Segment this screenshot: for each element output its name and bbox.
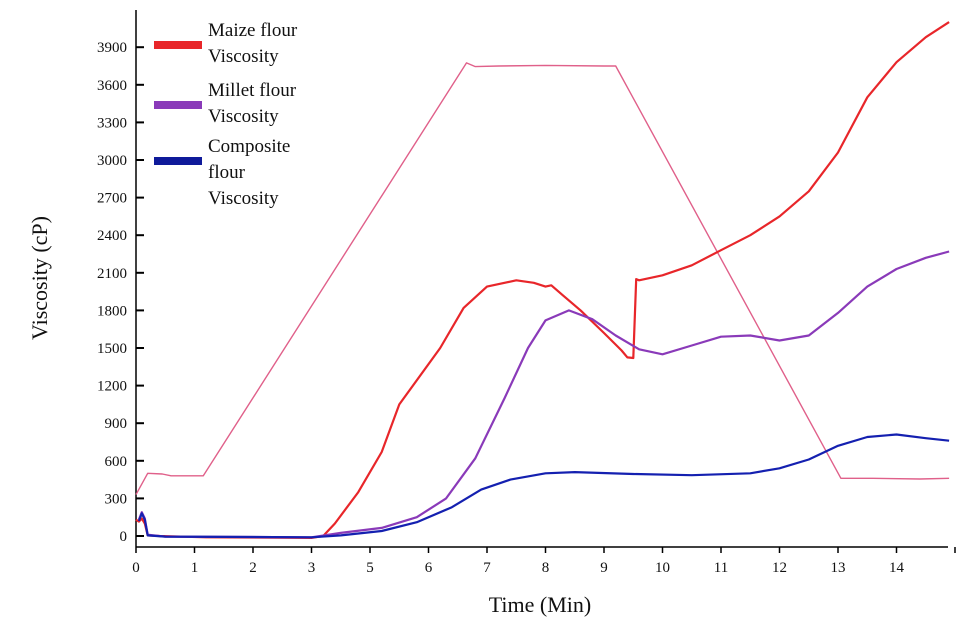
y-tick-label: 1200	[97, 379, 127, 395]
y-tick-label: 2100	[97, 266, 127, 282]
x-tick-label: 10	[655, 560, 670, 576]
legend: Maize flour Viscosity Millet flour Viscosit…	[154, 20, 298, 209]
legend-swatch	[154, 157, 202, 165]
x-tick-label: 6	[425, 560, 433, 576]
y-tick-label: 2400	[97, 228, 127, 244]
legend-swatch	[154, 101, 202, 109]
x-tick-label: 0	[132, 560, 140, 576]
x-axis-title: Time (Min)	[489, 592, 591, 617]
x-tick-label: 12	[772, 560, 787, 576]
y-tick-label: 1500	[97, 341, 127, 357]
legend-label: Maize flour	[208, 20, 298, 41]
x-tick-label: 5	[366, 560, 374, 576]
series-layer	[135, 21, 950, 539]
y-tick-label: 600	[105, 454, 128, 470]
series-line	[135, 62, 950, 495]
y-tick-label: 2700	[97, 191, 127, 207]
legend-label: Viscosity	[208, 46, 279, 67]
y-tick-label: 1800	[97, 303, 127, 319]
legend-label: flour	[208, 162, 246, 183]
x-tick-label: 2	[249, 560, 257, 576]
x-tick-label: 3	[308, 560, 316, 576]
legend-label: Composite	[208, 136, 290, 157]
x-tick-label: 7	[483, 560, 491, 576]
y-tick-label: 3600	[97, 78, 127, 94]
y-tick-label: 3000	[97, 153, 127, 169]
y-tick-label: 3900	[97, 40, 127, 56]
x-tick-label: 8	[542, 560, 550, 576]
y-tick-label: 3300	[97, 115, 127, 131]
y-tick-label: 300	[105, 491, 128, 507]
x-tick-label: 11	[714, 560, 728, 576]
legend-label: Millet flour	[208, 80, 297, 101]
x-tick-label: 1	[191, 560, 199, 576]
legend-label: Viscosity	[208, 188, 279, 209]
y-tick-label: 900	[105, 416, 128, 432]
legend-label: Viscosity	[208, 106, 279, 127]
x-tick-label: 14	[889, 560, 905, 576]
x-tick-label: 13	[831, 560, 846, 576]
x-tick-label: 9	[600, 560, 608, 576]
y-tick-label: 0	[120, 529, 128, 545]
series-line	[137, 250, 950, 539]
legend-swatch	[154, 41, 202, 49]
axes: 0300600900120015001800210024002700300033…	[97, 10, 956, 576]
y-axis-title: Viscosity (cP)	[27, 216, 52, 340]
series-line	[137, 433, 950, 539]
